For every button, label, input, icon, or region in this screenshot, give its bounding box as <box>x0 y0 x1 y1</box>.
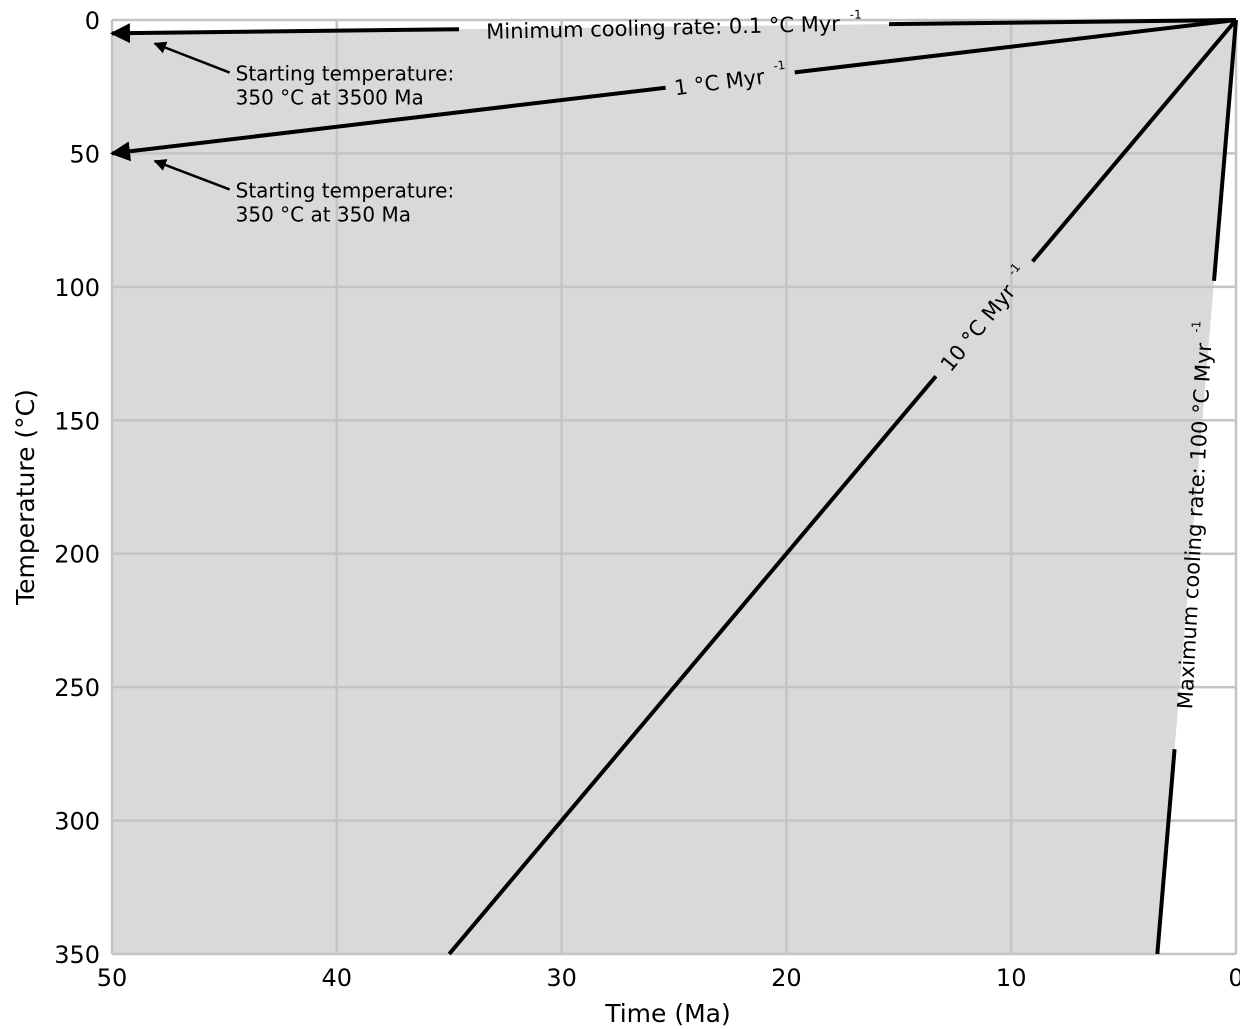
line-rate1-segment-b <box>110 85 666 162</box>
y-axis-title: Temperature (°C) <box>11 389 40 606</box>
x-tick-label: 50 <box>97 964 128 992</box>
annotation-arrow <box>153 159 231 191</box>
annotations: Starting temperature:350 °C at 3500 MaSt… <box>153 41 455 226</box>
y-tick-label: 0 <box>85 7 100 35</box>
y-tick-label: 250 <box>54 674 100 702</box>
y-tick-label: 100 <box>54 274 100 302</box>
x-tick-label: 0 <box>1228 964 1240 992</box>
grid <box>110 18 1238 956</box>
line-rate100-segment-b <box>1155 749 1177 955</box>
y-tick-label: 200 <box>54 541 100 569</box>
y-tick-label: 150 <box>54 407 100 435</box>
line-rate100-segment-a <box>1212 19 1238 282</box>
annotation-text: Starting temperature: <box>236 62 455 86</box>
annotation-arrow <box>153 41 231 74</box>
line-rate10-segment-a <box>1031 18 1238 263</box>
x-tick-label: 40 <box>322 964 353 992</box>
y-tick-label: 350 <box>54 941 100 969</box>
line-rate01-segment-a <box>888 18 1237 27</box>
annotation-text: 350 °C at 350 Ma <box>236 202 411 226</box>
x-tick-label: 30 <box>546 964 577 992</box>
x-axis-title: Time (Ma) <box>604 999 731 1028</box>
y-tick-label: 300 <box>54 808 100 836</box>
x-tick-label: 10 <box>996 964 1027 992</box>
line-rate1-segment-a <box>794 18 1237 75</box>
possible-paths-region <box>112 20 1236 954</box>
line-rate01-segment-b <box>110 23 460 44</box>
y-tick-label: 50 <box>69 140 100 168</box>
annotation-text: Starting temperature: <box>236 178 455 202</box>
line-rate10-segment-b <box>447 374 938 956</box>
x-tick-label: 20 <box>771 964 802 992</box>
annotation-text: 350 °C at 3500 Ma <box>236 86 424 110</box>
